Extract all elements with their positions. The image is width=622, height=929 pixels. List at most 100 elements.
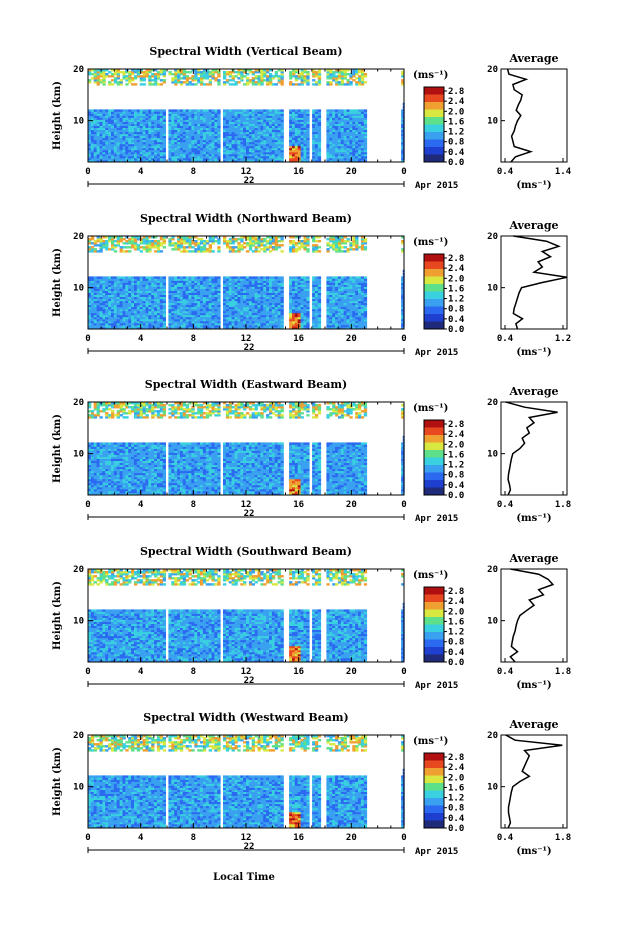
heatmap-cell <box>223 307 226 309</box>
heatmap-cell <box>326 130 329 132</box>
heatmap-cell <box>263 297 266 299</box>
heatmap-cell <box>326 83 329 85</box>
heatmap-cell <box>108 158 111 160</box>
heatmap-cell <box>361 150 364 152</box>
heatmap-cell <box>151 112 154 114</box>
heatmap-cell <box>148 325 151 327</box>
heatmap-cell <box>125 297 128 299</box>
heatmap-cell <box>131 112 134 114</box>
heatmap-cell <box>223 279 226 281</box>
heatmap-cell <box>332 109 335 111</box>
heatmap-cell <box>258 150 261 152</box>
heatmap-cell <box>217 307 220 309</box>
heatmap-cell <box>194 279 197 281</box>
heatmap-cell <box>281 158 284 160</box>
heatmap-cell <box>163 276 166 278</box>
heatmap-cell <box>263 279 266 281</box>
heatmap-cell <box>361 109 364 111</box>
heatmap-cell <box>171 325 174 327</box>
heatmap-cell <box>189 130 192 132</box>
heatmap-cell <box>97 150 100 152</box>
heatmap-cell <box>160 297 163 299</box>
heatmap-cell <box>168 279 171 281</box>
heatmap-cell <box>120 297 123 299</box>
heatmap-cell <box>194 109 197 111</box>
heatmap-cell <box>108 71 111 73</box>
heatmap-cell <box>223 242 226 244</box>
heatmap-cell <box>329 158 332 160</box>
heatmap-cell <box>341 122 344 124</box>
heatmap-cell <box>217 122 220 124</box>
heatmap-cell <box>111 158 114 160</box>
heatmap-cell <box>108 112 111 114</box>
heatmap-cell <box>258 75 261 77</box>
heatmap-cell <box>171 297 174 299</box>
heatmap-cell <box>137 75 140 77</box>
heatmap-cell <box>171 289 174 291</box>
heatmap-cell <box>94 289 97 291</box>
heatmap-cell <box>125 83 128 85</box>
heatmap-cell <box>212 130 215 132</box>
heatmap-cell <box>125 317 128 319</box>
heatmap-cell <box>275 130 278 132</box>
heatmap-cell <box>125 158 128 160</box>
heatmap-cell <box>237 158 240 160</box>
heatmap-cell <box>364 150 367 152</box>
heatmap-cell <box>191 83 194 85</box>
heatmap-cell <box>214 297 217 299</box>
heatmap-cell <box>131 150 134 152</box>
heatmap-cell <box>157 71 160 73</box>
heatmap-cell <box>125 75 128 77</box>
heatmap-cell <box>200 246 203 248</box>
heatmap-cell <box>128 112 131 114</box>
heatmap-cell <box>223 317 226 319</box>
heatmap-cell <box>137 307 140 309</box>
heatmap-cell <box>344 75 347 77</box>
heatmap-cell <box>206 150 209 152</box>
heatmap-cell <box>140 317 143 319</box>
heatmap-cell <box>111 307 114 309</box>
heatmap-cell <box>108 75 111 77</box>
heatmap-cell <box>315 71 318 73</box>
heatmap-cell <box>315 150 318 152</box>
heatmap-cell <box>226 317 229 319</box>
heatmap-cell <box>97 109 100 111</box>
heatmap-cell <box>329 130 332 132</box>
heatmap-cell <box>347 83 350 85</box>
heatmap-cell <box>212 297 215 299</box>
heatmap-cell <box>364 75 367 77</box>
heatmap-cell <box>100 242 103 244</box>
heatmap-cell <box>120 158 123 160</box>
heatmap <box>88 236 405 329</box>
heatmap-cell <box>157 83 160 85</box>
heatmap-cell <box>100 276 103 278</box>
heatmap-cell <box>258 83 261 85</box>
heatmap-cell <box>180 112 183 114</box>
heatmap-cell <box>338 112 341 114</box>
heatmap-cell <box>105 73 108 75</box>
heatmap-cell <box>206 83 209 85</box>
heatmap-cell <box>174 276 177 278</box>
heatmap-cell <box>269 317 272 319</box>
heatmap-cell <box>235 122 238 124</box>
heatmap-cell <box>174 130 177 132</box>
heatmap-cell <box>232 242 235 244</box>
heatmap-cell <box>120 112 123 114</box>
heatmap-cell <box>140 297 143 299</box>
heatmap-cell <box>243 276 246 278</box>
heatmap-cell <box>183 307 186 309</box>
heatmap-cell <box>338 75 341 77</box>
heatmap-cell <box>318 150 321 152</box>
heatmap-cell <box>160 276 163 278</box>
heatmap-cell <box>203 297 206 299</box>
heatmap-cell <box>137 289 140 291</box>
heatmap-cell <box>237 77 240 79</box>
heatmap-cell <box>281 140 284 142</box>
heatmap-cell <box>243 112 246 114</box>
heatmap-cell <box>148 317 151 319</box>
heatmap-cell <box>237 130 240 132</box>
heatmap-cell <box>174 112 177 114</box>
heatmap-cell <box>140 307 143 309</box>
heatmap-cell <box>143 297 146 299</box>
heatmap-cell <box>151 297 154 299</box>
